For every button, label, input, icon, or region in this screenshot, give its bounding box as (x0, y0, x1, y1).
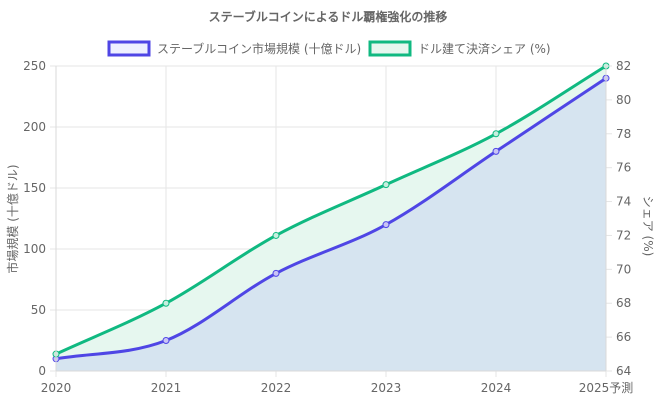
area-fill-dollar-share (56, 66, 606, 359)
y-right-tick-label: 64 (616, 364, 631, 378)
legend-swatch-market-size (107, 40, 151, 57)
y-left-tick-label: 50 (31, 303, 46, 317)
legend-item-dollar-share[interactable]: ドル建て決済シェア (%) (368, 40, 551, 57)
x-tick-label: 2022 (261, 381, 292, 395)
x-tick-label: 2024 (481, 381, 512, 395)
area-fill-market-size (56, 78, 606, 371)
y-right-tick-label: 68 (616, 296, 631, 310)
legend-label-market-size: ステーブルコイン市場規模 (十億ドル) (157, 41, 361, 56)
y-right-tick-label: 74 (616, 195, 631, 209)
legend: ステーブルコイン市場規模 (十億ドル) ドル建て決済シェア (%) (107, 40, 551, 57)
data-point-market-size (272, 269, 280, 277)
x-tick-label: 2020 (41, 381, 72, 395)
axes: 0 50 100 150 200 250 2020 2021 2022 2023 2024 2025予… (23, 59, 633, 395)
x-tick-label: 2023 (371, 381, 402, 395)
y-left-tick-label: 200 (23, 120, 46, 134)
legend-label-dollar-share: ドル建て決済シェア (%) (418, 41, 551, 56)
y-axis-left-title: 市場規模 (十億ドル) (5, 164, 20, 273)
y-right-tick-label: 78 (616, 127, 631, 141)
legend-swatch-dollar-share (368, 40, 412, 57)
y-left-tick-label: 0 (38, 364, 46, 378)
y-right-tick-label: 76 (616, 161, 631, 175)
data-point-dollar-share (272, 231, 280, 239)
y-right-tick-label: 80 (616, 93, 631, 107)
area-fills (56, 66, 606, 371)
data-point-market-size (162, 337, 170, 344)
data-point-market-size (492, 147, 500, 155)
y-left-tick-label: 250 (23, 59, 46, 73)
y-right-tick-label: 70 (616, 262, 631, 276)
chart-title: ステーブルコインによるドル覇権強化の推移 (209, 9, 448, 24)
data-point-market-size (382, 221, 390, 229)
series-lines (55, 64, 607, 361)
x-tick-label: 2025予測 (579, 381, 634, 395)
data-point-dollar-share (382, 181, 390, 189)
y-right-tick-label: 82 (616, 59, 631, 73)
x-tick-label: 2021 (151, 381, 182, 395)
y-right-tick-label: 66 (616, 330, 631, 344)
data-point-dollar-share (492, 130, 500, 138)
legend-item-market-size[interactable]: ステーブルコイン市場規模 (十億ドル) (107, 40, 361, 57)
data-point-dollar-share (162, 299, 170, 307)
y-left-tick-label: 150 (23, 181, 46, 195)
series-line-dollar-share (55, 64, 607, 356)
series-line-market-size (55, 76, 607, 361)
y-right-tick-label: 72 (616, 228, 631, 242)
y-left-tick-label: 100 (23, 242, 46, 256)
y-axis-right-title: シェア (%) (641, 196, 655, 257)
